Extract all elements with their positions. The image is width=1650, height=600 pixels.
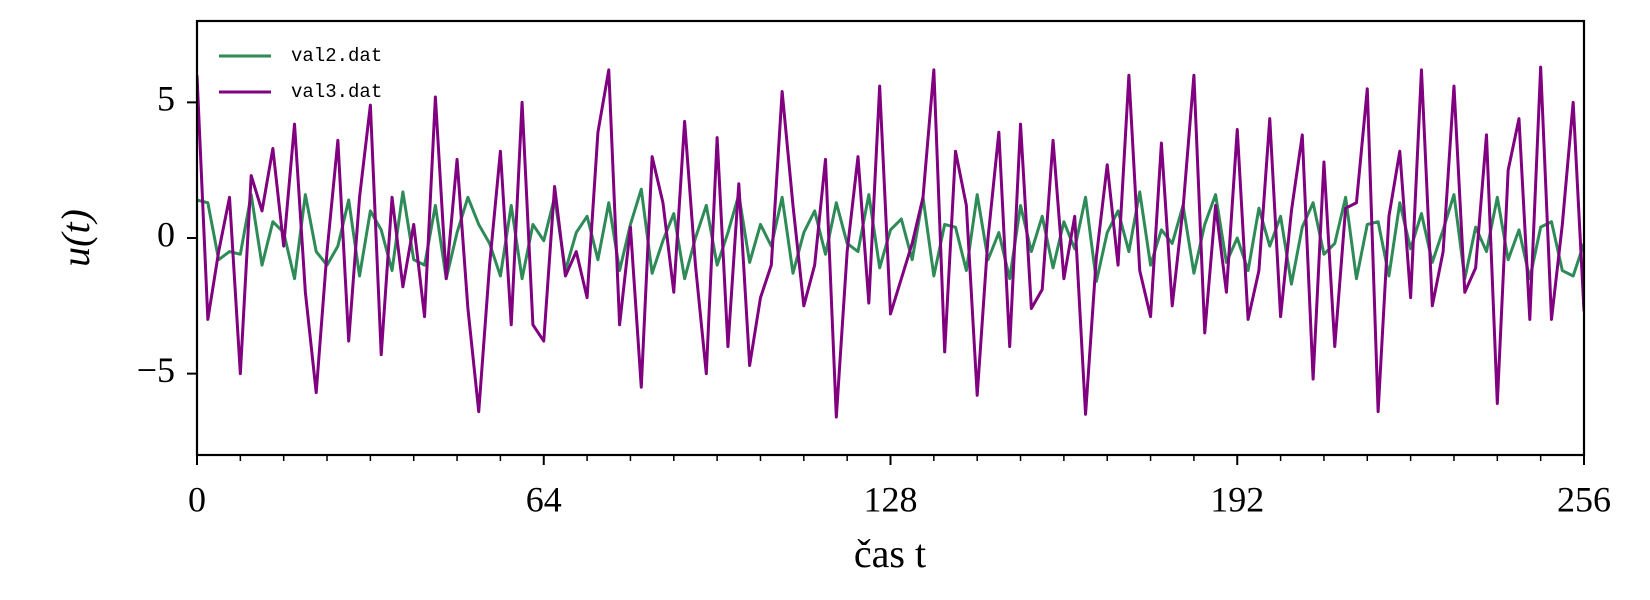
legend-label: val2.dat [291, 45, 382, 67]
y-tick-label: 0 [157, 214, 175, 254]
x-tick-label: 128 [864, 479, 918, 519]
x-tick-label: 64 [526, 479, 562, 519]
x-tick-label: 256 [1557, 479, 1611, 519]
data-line [197, 65, 1584, 419]
y-axis-title: u(t) [53, 209, 98, 267]
y-tick-label: 5 [157, 79, 175, 119]
x-tick-label: 192 [1210, 479, 1264, 519]
x-axis-title: čas t [854, 531, 926, 576]
legend-label: val3.dat [291, 81, 382, 103]
x-tick-label: 0 [188, 479, 206, 519]
y-tick-label: −5 [137, 350, 175, 390]
